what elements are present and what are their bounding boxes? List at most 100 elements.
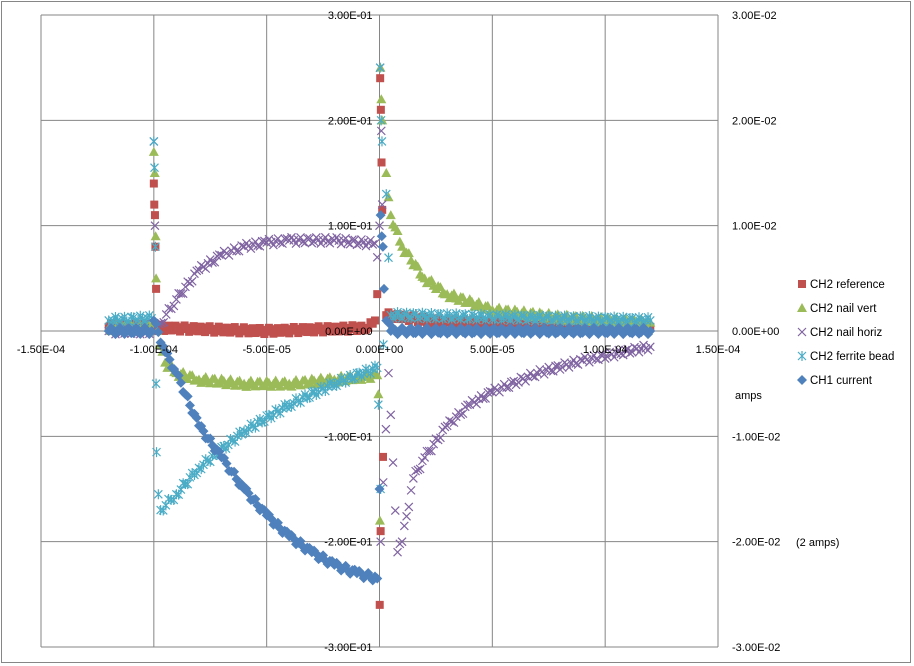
data-point (495, 387, 504, 397)
data-point (150, 231, 161, 241)
x-tick-label: -1.50E-04 (17, 344, 65, 356)
data-point (553, 361, 563, 370)
data-point (153, 489, 163, 500)
data-point (645, 342, 655, 352)
data-point (370, 316, 379, 325)
data-point (564, 363, 574, 372)
data-point (472, 399, 481, 409)
data-point (332, 322, 341, 331)
data-point (645, 315, 655, 326)
data-point (548, 366, 558, 376)
data-point (219, 328, 228, 337)
data-point (487, 387, 497, 397)
data-point (373, 389, 384, 399)
data-point (426, 446, 436, 456)
data-point (244, 329, 253, 338)
data-point (210, 257, 220, 267)
data-point (119, 328, 130, 339)
data-point (237, 241, 247, 250)
data-point (328, 327, 337, 336)
y-tick-label: 0.00E+00 (325, 326, 372, 338)
data-point (194, 327, 203, 336)
data-point (621, 345, 630, 355)
data-point (528, 371, 538, 381)
data-point (312, 326, 321, 335)
y2-tick-label: 3.00E-02 (732, 10, 777, 22)
y-tick-label: 2.00E-01 (328, 115, 373, 127)
data-point (372, 362, 382, 373)
data-point (221, 458, 232, 469)
data-point (377, 158, 386, 167)
data-point (375, 221, 384, 231)
legend-marker-diamond (797, 375, 807, 385)
data-point (379, 339, 388, 350)
legend-marker-asterisk (797, 351, 807, 361)
data-point (175, 377, 186, 388)
data-point (381, 424, 391, 434)
data-point (388, 458, 398, 468)
data-point (343, 238, 353, 248)
y2-tick-label: 1.00E-02 (732, 221, 777, 233)
y2-annotation-2-amps: (2 amps) (796, 537, 839, 549)
data-point (364, 323, 373, 332)
data-point (149, 136, 159, 147)
data-point (151, 378, 161, 389)
data-point (376, 74, 385, 83)
data-point (198, 323, 207, 332)
data-point (150, 221, 160, 231)
data-point (375, 600, 384, 609)
data-point (278, 328, 287, 337)
data-point (445, 416, 454, 425)
y2-tick-label: -1.00E-02 (732, 431, 780, 443)
data-point (164, 303, 174, 313)
y-tick-label: 1.00E-01 (328, 221, 373, 233)
data-point (373, 290, 382, 299)
data-point (323, 322, 332, 331)
data-point (307, 238, 317, 248)
y2-tick-label: -2.00E-02 (732, 537, 780, 549)
data-point (259, 380, 270, 390)
data-point (194, 265, 204, 275)
data-point (187, 276, 197, 286)
data-point (386, 410, 396, 420)
data-point (258, 325, 267, 334)
data-point (598, 349, 608, 359)
y2-tick-label: 2.00E-02 (732, 115, 777, 127)
series-ch2-ferrite-bead (104, 62, 655, 516)
legend-label: CH2 nail horiz (810, 327, 882, 339)
data-point (352, 327, 361, 336)
data-point (146, 326, 157, 336)
data-point (435, 282, 446, 292)
data-point (309, 237, 319, 247)
data-point (269, 329, 278, 338)
data-point (403, 248, 414, 258)
data-point (449, 418, 459, 428)
data-point (282, 325, 291, 334)
data-point (298, 237, 308, 247)
data-point (151, 318, 162, 329)
data-point (393, 547, 402, 557)
data-point (164, 354, 175, 365)
data-point (374, 484, 385, 494)
data-point (320, 232, 330, 242)
data-point (169, 326, 178, 335)
data-point (415, 464, 425, 474)
y-tick-label: -2.00E-01 (324, 537, 372, 549)
data-point (557, 363, 567, 372)
data-point (458, 320, 467, 329)
data-point (304, 378, 315, 388)
legend-label: CH2 reference (810, 279, 885, 291)
data-point (411, 466, 421, 476)
legend: CH2 reference CH2 nail vert CH2 nail horiz… (797, 279, 894, 387)
data-point (378, 205, 387, 214)
data-point (376, 105, 385, 114)
data-point (374, 515, 385, 525)
data-point (248, 324, 257, 333)
data-point (150, 241, 160, 252)
data-point (384, 368, 393, 378)
data-point (504, 383, 514, 393)
data-point (397, 241, 408, 251)
legend-label: CH2 nail vert (810, 303, 877, 315)
data-point (456, 410, 466, 420)
